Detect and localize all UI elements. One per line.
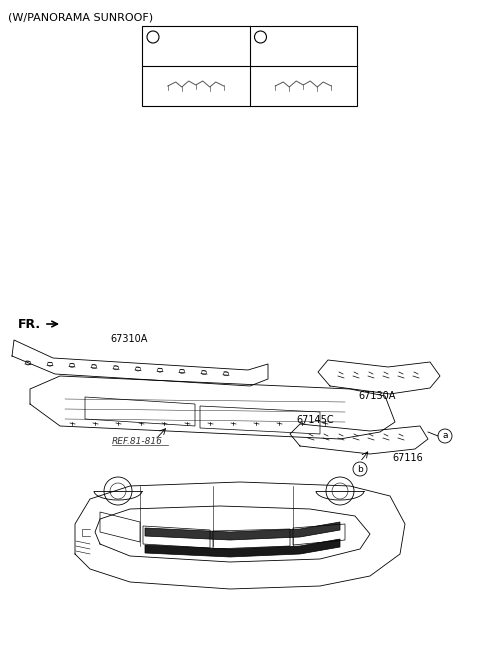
- Text: b: b: [258, 33, 263, 41]
- Text: 67116: 67116: [392, 453, 423, 463]
- Text: REF.81-816: REF.81-816: [112, 438, 163, 447]
- Bar: [142, 26, 357, 106]
- Polygon shape: [145, 522, 340, 540]
- Text: 67310A: 67310A: [110, 334, 147, 344]
- Text: b: b: [357, 464, 363, 473]
- Text: a: a: [442, 432, 448, 441]
- Text: (W/PANORAMA SUNROOF): (W/PANORAMA SUNROOF): [8, 13, 153, 23]
- Text: 67130A: 67130A: [358, 391, 396, 401]
- Text: a: a: [150, 33, 156, 41]
- Polygon shape: [145, 539, 340, 557]
- Text: 67356R: 67356R: [271, 32, 308, 42]
- Text: 67145C: 67145C: [296, 415, 334, 425]
- Text: FR.: FR.: [18, 317, 41, 330]
- Text: 67346L: 67346L: [163, 32, 199, 42]
